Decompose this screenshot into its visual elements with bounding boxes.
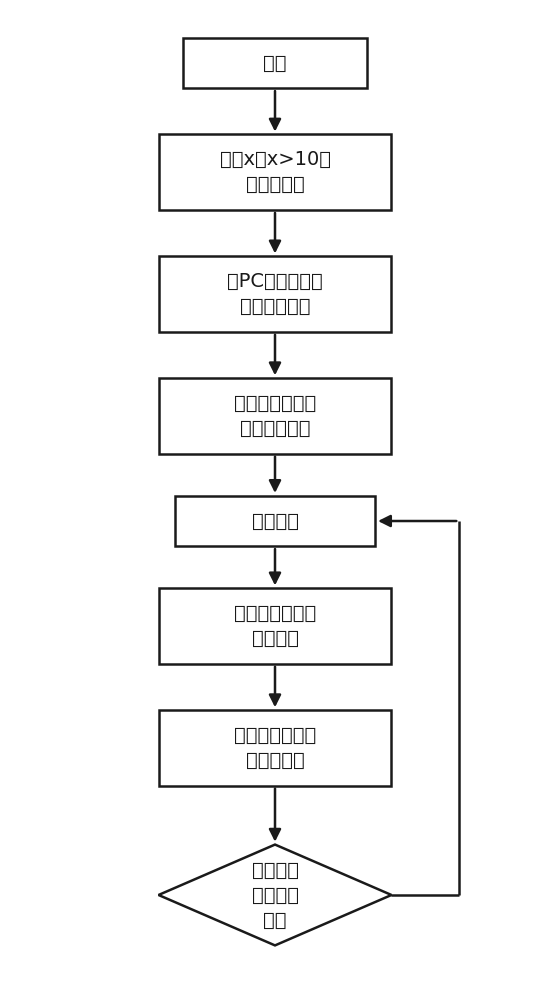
Text: 在PC端提取特征
组成特征向量: 在PC端提取特征 组成特征向量 <box>227 272 323 316</box>
FancyBboxPatch shape <box>175 496 375 546</box>
FancyBboxPatch shape <box>183 38 367 88</box>
Text: 训练成分类算法
并移植到系统: 训练成分类算法 并移植到系统 <box>234 394 316 438</box>
Text: 采集x（x>10）
组动作信号: 采集x（x>10） 组动作信号 <box>219 150 331 194</box>
FancyBboxPatch shape <box>158 134 392 210</box>
Text: 开始: 开始 <box>263 53 287 72</box>
FancyBboxPatch shape <box>158 256 392 332</box>
Text: 做出任意已训练
脸部动作: 做出任意已训练 脸部动作 <box>234 604 316 648</box>
Polygon shape <box>158 845 392 945</box>
FancyBboxPatch shape <box>158 588 392 664</box>
FancyBboxPatch shape <box>158 710 392 786</box>
FancyBboxPatch shape <box>158 378 392 454</box>
Text: 单片机进行信号
处理并分类: 单片机进行信号 处理并分类 <box>234 726 316 770</box>
Text: 启动系统: 启动系统 <box>251 512 299 531</box>
Text: 分类结果
显示在接
收端: 分类结果 显示在接 收端 <box>251 860 299 929</box>
